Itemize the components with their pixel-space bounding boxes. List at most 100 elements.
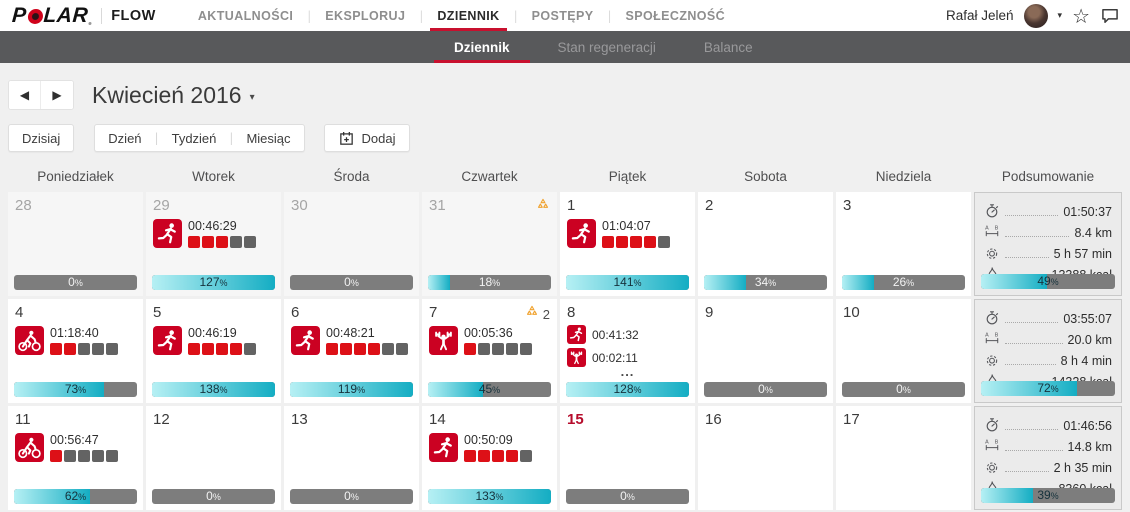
add-button-label: Dodaj [361,130,396,146]
day-cell-10[interactable]: 10 0% [836,299,971,403]
progress-percent-label: 141% [566,275,689,290]
percent-sign: % [906,278,915,288]
workout-entry[interactable]: 00:02:11 [567,348,688,367]
today-button[interactable]: Dzisiaj [8,124,75,152]
progress-percent-label: 62% [14,489,137,504]
percent-sign: % [1050,277,1059,287]
workout-entry[interactable]: 01:04:07 [567,219,688,248]
day-cell-1[interactable]: 1 01:04:07 141% [560,192,695,296]
logo-letters-lar: LAR [42,3,90,27]
day-cell-8[interactable]: 8 00:41:32 00:02:11... 128% [560,299,695,403]
progress-percent-value: 49 [1037,274,1051,288]
tab-dziennik[interactable]: Dziennik [430,31,534,63]
activity-progress-bar: 127% [152,275,275,290]
day-cell-28[interactable]: 28 0% [8,192,143,296]
workout-duration: 00:46:29 [188,219,237,233]
day-cell-13[interactable]: 13 0% [284,406,419,510]
svg-text:B: B [995,440,999,446]
month-selector[interactable]: Kwiecień 2016 ▾ [92,82,255,109]
user-menu-caret-icon[interactable]: ▾ [1057,10,1063,21]
month-dropdown-caret-icon: ▾ [249,91,255,103]
user-name[interactable]: Rafał Jeleń [945,8,1014,23]
next-month-button[interactable]: ▶ [41,81,73,109]
dotted-leader [1005,215,1059,216]
workout-entry[interactable]: 00:46:19 [153,326,274,355]
nav-item-aktualnosci[interactable]: AKTUALNOŚCI [197,8,294,23]
active-icon [984,352,1000,368]
activity-progress-bar: 72% [981,381,1115,396]
workout-entry[interactable]: 00:41:32 [567,325,688,344]
day-cell-4[interactable]: 4 01:18:40 73% [8,299,143,403]
day-cell-5[interactable]: 5 00:46:19 138% [146,299,281,403]
stopwatch-icon [984,203,1000,219]
workout-entry[interactable]: 00:56:47 [15,433,136,462]
day-cell-16[interactable]: 16 [698,406,833,510]
day-cell-9[interactable]: 9 0% [698,299,833,403]
sub-navigation: Dziennik Stan regeneracji Balance [0,31,1130,63]
avatar[interactable] [1023,3,1048,28]
workout-entry[interactable]: 00:50:09 [429,433,550,462]
day-cell-2[interactable]: 2 34% [698,192,833,296]
day-cell-29[interactable]: 29 00:46:29 127% [146,192,281,296]
total-duration: 01:46:56 [1063,419,1112,433]
intensity-zones [188,343,256,355]
more-workouts-indicator[interactable]: ... [620,364,635,379]
progress-percent-label: 127% [152,275,275,290]
day-cell-7[interactable]: 7 2 00:05:36 45% [422,299,557,403]
tab-balance[interactable]: Balance [703,39,753,55]
view-option-miesiac[interactable]: Miesiąc [246,130,291,146]
tab-stan-regeneracji[interactable]: Stan regeneracji [557,39,656,55]
nav-item-postepy[interactable]: POSTĘPY [531,8,594,23]
running-icon [429,433,458,462]
summary-row: A B 14.8 km [984,435,1112,455]
progress-percent-value: 0 [344,489,351,503]
activity-progress-bar: 0% [842,382,965,397]
add-button[interactable]: Dodaj [323,124,410,152]
day-number: 8 [567,304,576,321]
activity-progress-bar: 0% [290,275,413,290]
zone-square-empty [492,343,504,355]
day-number: 17 [843,411,860,428]
progress-percent-value: 62 [64,489,79,503]
nav-item-spolecznosc[interactable]: SPOŁECZNOŚĆ [625,8,726,23]
workout-entry[interactable]: 00:46:29 [153,219,274,248]
day-cell-6[interactable]: 6 00:48:21 119% [284,299,419,403]
nav-item-eksploruj[interactable]: EKSPLORUJ [325,8,406,23]
polar-logo[interactable]: P LAR [11,4,93,28]
zone-square-filled [616,236,628,248]
day-number: 15 [567,411,584,428]
day-cell-11[interactable]: 11 00:56:47 62% [8,406,143,510]
progress-percent-value: 133 [475,489,496,503]
zone-square-filled [368,343,380,355]
day-cell-15[interactable]: 15 0% [560,406,695,510]
calendar-grid: 28 0% 29 00:46:29 127% 30 0% 31 18% 1 01:04:07 141%… [8,192,1122,510]
feedback-chat-icon[interactable] [1100,6,1120,26]
view-option-tydzien[interactable]: Tydzień [171,130,217,146]
menu-divider: | [307,8,312,23]
view-option-dzien[interactable]: Dzień [108,130,142,146]
day-cell-30[interactable]: 30 0% [284,192,419,296]
nav-item-dziennik[interactable]: DZIENNIK [423,0,513,31]
day-cell-31[interactable]: 31 18% [422,192,557,296]
favorites-star-icon[interactable]: ☆ [1072,3,1090,28]
day-cell-3[interactable]: 3 26% [836,192,971,296]
day-cell-14[interactable]: 14 00:50:09 133% [422,406,557,510]
workout-entry[interactable]: 00:05:36 [429,326,550,355]
workout-duration: 00:02:11 [592,350,638,365]
activity-progress-bar: 0% [704,382,827,397]
workout-details: 01:18:40 [50,326,118,355]
column-header-piatek: Piątek [608,169,647,184]
workout-entry[interactable]: 00:48:21 [291,326,412,355]
day-cell-12[interactable]: 12 0% [146,406,281,510]
day-cell-17[interactable]: 17 [836,406,971,510]
day-number: 30 [291,197,308,214]
zone-square-empty [106,450,118,462]
previous-month-button[interactable]: ◀ [9,81,41,109]
day-number: 31 [429,197,446,214]
zone-square-filled [50,450,62,462]
intensity-zones [50,450,118,462]
day-number: 1 [567,197,576,214]
workout-entry[interactable]: 01:18:40 [15,326,136,355]
zone-square-empty [64,450,76,462]
